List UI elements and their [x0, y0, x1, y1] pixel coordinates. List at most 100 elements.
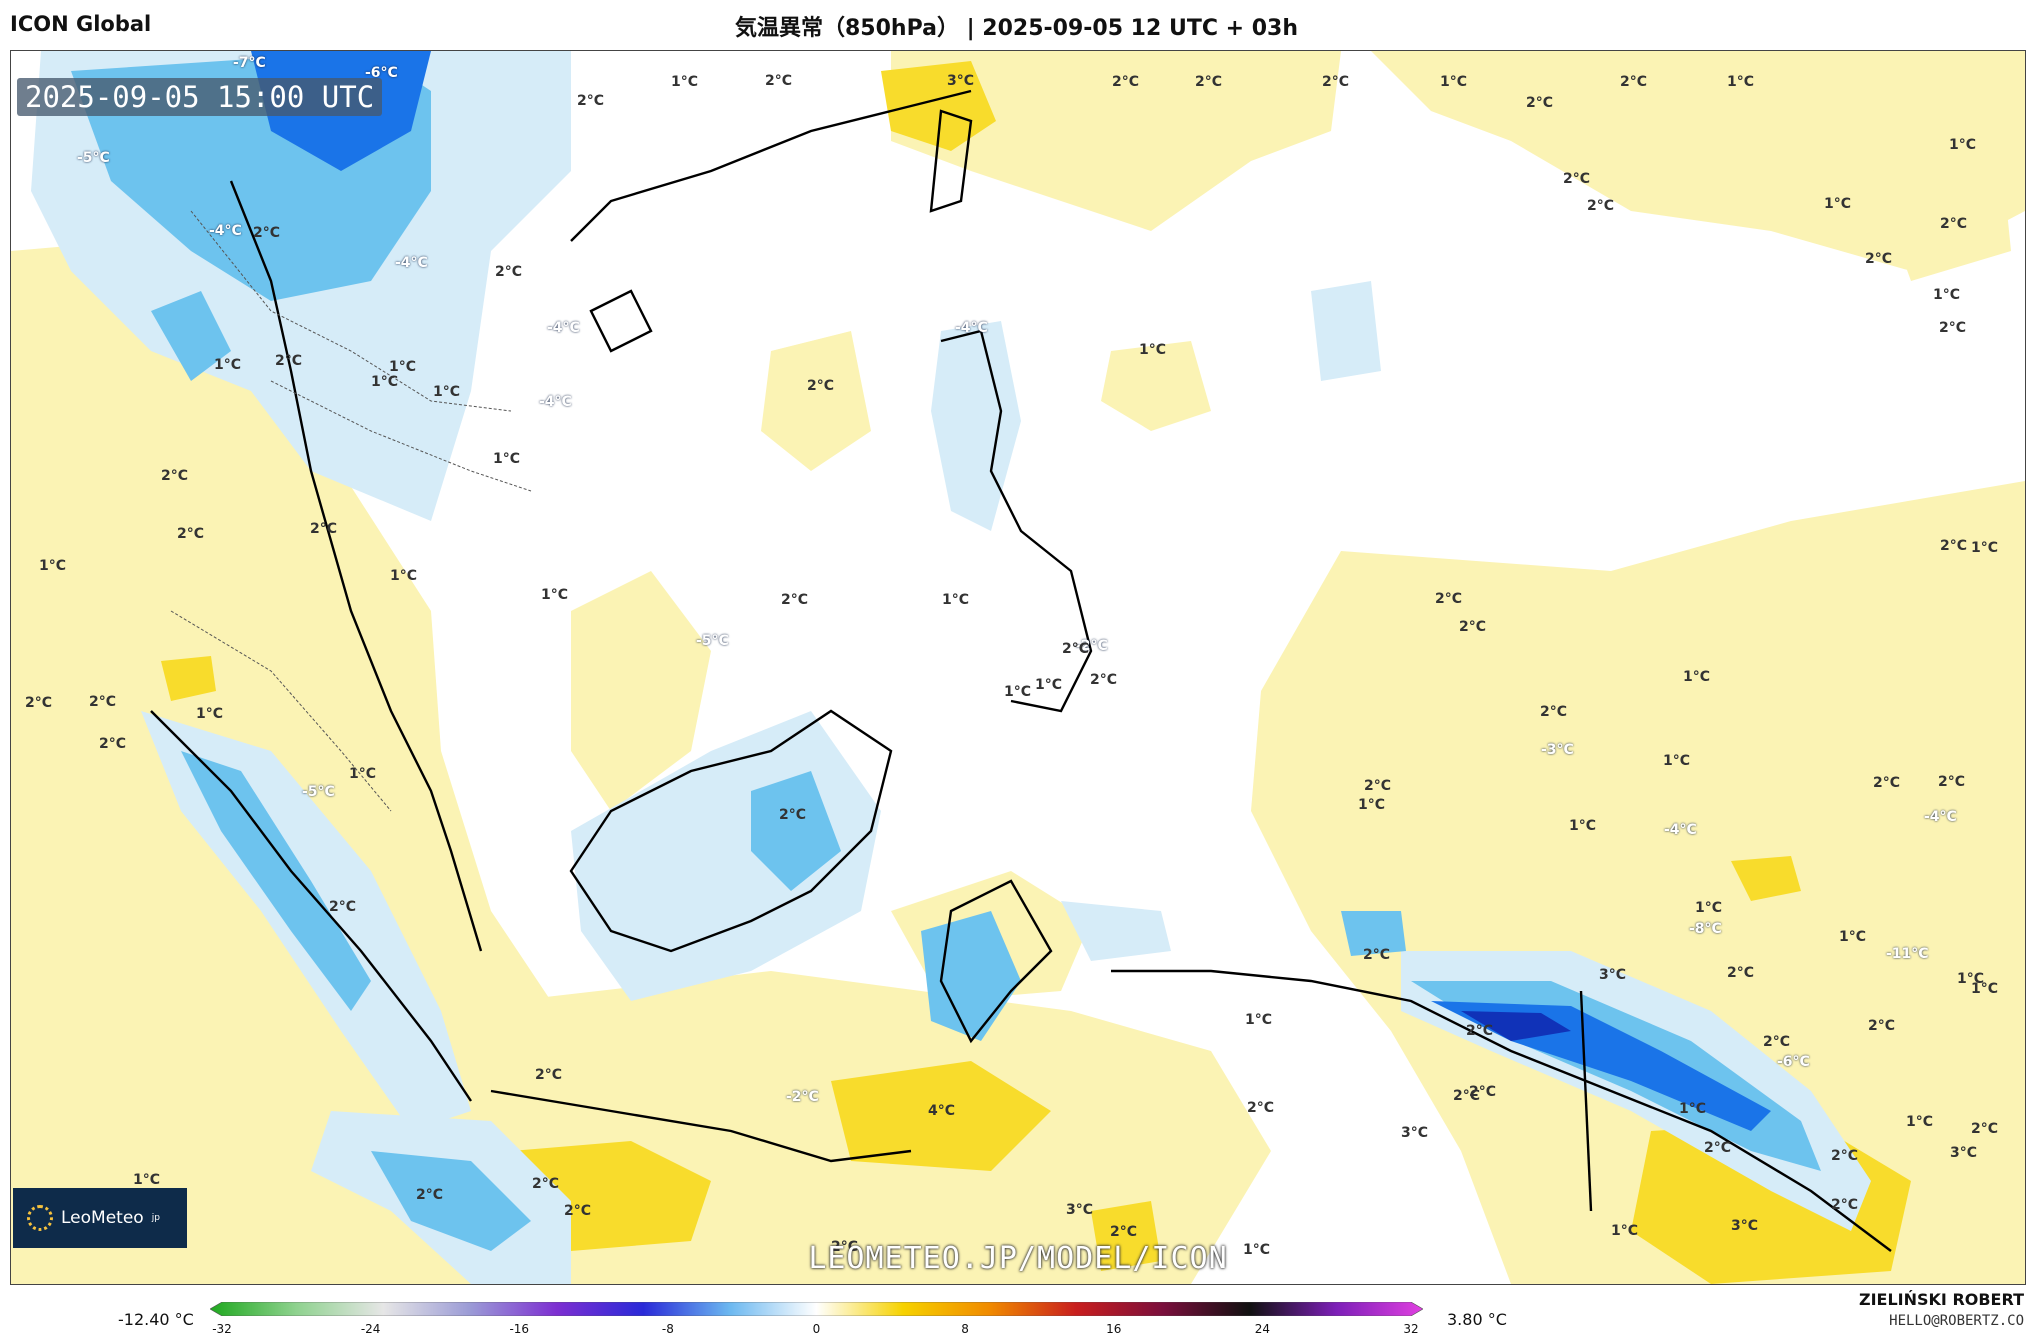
contour-label: 4°C	[928, 1103, 956, 1119]
contour-label: 2°C	[1110, 1224, 1138, 1240]
map-canvas	[11, 51, 2025, 1284]
borders	[170, 210, 532, 812]
contour-label: 2°C	[765, 73, 793, 89]
contour-label: 2°C	[1247, 1100, 1275, 1116]
logo-text: LeoMeteo	[61, 1208, 144, 1228]
legend-min-label: -12.40 °C	[118, 1310, 194, 1329]
contour-label: 1°C	[371, 374, 399, 390]
contour-label: 2°C	[25, 695, 53, 711]
colorbar-ticks: -32 -24 -16 -8 0 8 16 24 32	[210, 1322, 1423, 1338]
source-watermark[interactable]: LEOMETEO.JP/MODEL/ICON	[808, 1241, 1228, 1276]
contour-label: 2°C	[177, 526, 205, 542]
contour-label: 1°C	[1440, 74, 1468, 90]
contour-label: 2°C	[1322, 74, 1350, 90]
contour-label: 1°C	[493, 451, 521, 467]
legend-max-label: 3.80 °C	[1447, 1310, 1507, 1329]
colorbar-tick-label: 0	[812, 1322, 821, 1336]
contour-label: -4°C	[1924, 809, 1957, 825]
contour-label: 1°C	[390, 568, 418, 584]
colorbar-tick-label: -32	[212, 1322, 232, 1336]
contour-label: -5°C	[696, 633, 729, 649]
contour-label: 2°C	[1062, 641, 1090, 657]
contour-label: 1°C	[389, 359, 417, 375]
contour-label: 1°C	[214, 357, 242, 373]
contour-label: 1°C	[1695, 900, 1723, 916]
contour-label: 2°C	[1940, 538, 1968, 554]
contour-label: 1°C	[1663, 753, 1691, 769]
contour-label: 1°C	[1824, 196, 1852, 212]
contour-label: 2°C	[1563, 171, 1591, 187]
logo-suffix: jp	[151, 1213, 160, 1223]
author-credit: ZIELIŃSKI ROBERT	[1858, 1290, 2024, 1309]
contour-label: -6°C	[1777, 1054, 1810, 1070]
contour-label: 2°C	[416, 1187, 444, 1203]
contour-label: 2°C	[1466, 1023, 1494, 1039]
contour-label: 2°C	[779, 807, 807, 823]
coastlines	[150, 89, 1892, 1252]
contour-label: 2°C	[1763, 1034, 1791, 1050]
contour-label: 2°C	[329, 899, 357, 915]
contour-label: 2°C	[89, 694, 117, 710]
contour-label: 2°C	[1112, 74, 1140, 90]
contour-label: -2°C	[1075, 638, 1108, 654]
author-email[interactable]: HELLO@ROBERTZ.CO	[1889, 1313, 2024, 1329]
contour-label: -2°C	[786, 1089, 819, 1105]
contour-label: -6°C	[365, 65, 398, 81]
leometeo-logo[interactable]: LeoMeteo jp	[13, 1188, 187, 1248]
contour-label: 2°C	[1727, 965, 1755, 981]
contour-label: 2°C	[532, 1176, 560, 1192]
contour-label: 2°C	[253, 225, 281, 241]
sun-icon	[27, 1205, 53, 1231]
contour-label: 1°C	[1358, 797, 1386, 813]
contour-label: -4°C	[395, 255, 428, 271]
contour-label: 2°C	[310, 521, 338, 537]
contour-label: 1°C	[1035, 677, 1063, 693]
contour-label: 2°C	[1587, 198, 1615, 214]
contour-label: 1°C	[1683, 669, 1711, 685]
contour-label: 2°C	[1195, 74, 1223, 90]
contour-label: 2°C	[1620, 74, 1648, 90]
contour-label: 3°C	[1066, 1202, 1094, 1218]
colorbar-tick-label: -8	[661, 1322, 674, 1336]
contour-label: 2°C	[1873, 775, 1901, 791]
contour-label: 3°C	[1731, 1218, 1759, 1234]
contour-label: -3°C	[1541, 742, 1574, 758]
contour-label: -4°C	[547, 320, 580, 336]
valid-time-badge: 2025-09-05 15:00 UTC	[17, 78, 383, 116]
colorbar-tick-label: 32	[1403, 1322, 1419, 1336]
contour-label: 2°C	[781, 592, 809, 608]
contour-label: 1°C	[433, 384, 461, 400]
contour-label: 2°C	[1704, 1140, 1732, 1156]
contour-label: 2°C	[275, 353, 303, 369]
contour-label: 1°C	[39, 558, 67, 574]
contour-label: -11°C	[1886, 946, 1929, 962]
contour-label: 2°C	[495, 264, 523, 280]
contour-label: 1°C	[671, 74, 699, 90]
contour-label: 2°C	[99, 736, 127, 752]
contour-label: 2°C	[535, 1067, 563, 1083]
contour-label: 2°C	[1831, 1197, 1859, 1213]
colorbar	[210, 1302, 1423, 1316]
contour-label: 2°C	[807, 378, 835, 394]
contour-label: 1°C	[1139, 342, 1167, 358]
contour-label: 1°C	[1243, 1242, 1271, 1258]
contour-label: -5°C	[302, 784, 335, 800]
contour-label: 2°C	[1090, 672, 1118, 688]
model-name: ICON Global	[10, 12, 152, 36]
contour-label: 1°C	[1004, 684, 1032, 700]
contour-label: 1°C	[349, 766, 377, 782]
contour-label: 1°C	[942, 592, 970, 608]
contour-label: -5°C	[77, 150, 110, 166]
contour-label: 1°C	[133, 1172, 161, 1188]
contour-label: 3°C	[1401, 1125, 1429, 1141]
contour-label: 1°C	[1957, 971, 1985, 987]
contour-label: 1°C	[1245, 1012, 1273, 1028]
contour-label: 2°C	[1435, 591, 1463, 607]
colorbar-tick-label: -24	[360, 1322, 381, 1336]
contour-label: 1°C	[1933, 287, 1961, 303]
contour-label: 2°C	[1939, 320, 1967, 336]
colorbar-tick-label: 24	[1254, 1322, 1271, 1336]
contour-label: 2°C	[161, 468, 189, 484]
contour-label: 2°C	[831, 1239, 859, 1255]
contour-label: 1°C	[1727, 74, 1755, 90]
